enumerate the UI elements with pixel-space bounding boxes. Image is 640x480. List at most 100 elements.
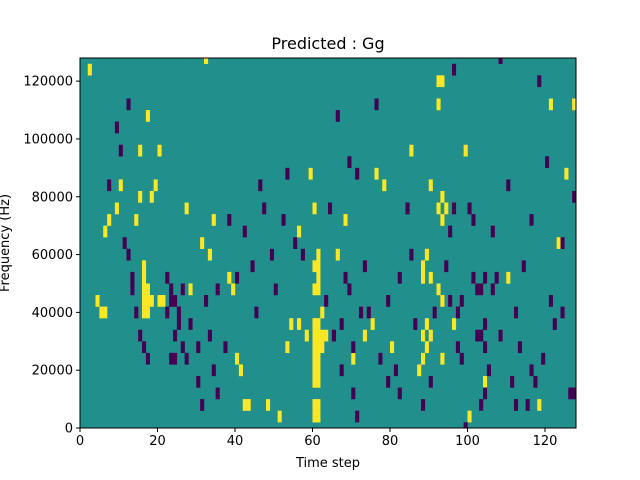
- low-value-cell: [471, 214, 476, 226]
- high-value-cell: [316, 410, 321, 423]
- low-value-cell: [479, 329, 484, 342]
- high-value-cell: [316, 399, 321, 411]
- y-tick-label: 120000: [23, 75, 73, 90]
- x-tick-label: 100: [455, 434, 480, 449]
- high-value-cell: [153, 179, 158, 192]
- low-value-cell: [483, 387, 488, 400]
- low-value-cell: [281, 214, 286, 226]
- low-value-cell: [165, 271, 170, 284]
- high-value-cell: [200, 237, 205, 249]
- low-value-cell: [130, 283, 135, 296]
- high-value-cell: [316, 260, 321, 273]
- low-value-cell: [184, 352, 189, 365]
- high-value-cell: [335, 248, 340, 261]
- low-value-cell: [529, 364, 534, 377]
- y-tick-label: 20000: [32, 364, 73, 379]
- low-value-cell: [467, 202, 472, 215]
- low-value-cell: [351, 387, 356, 400]
- low-value-cell: [188, 318, 193, 330]
- low-value-cell: [413, 318, 418, 330]
- high-value-cell: [316, 341, 321, 354]
- x-tick-label: 20: [149, 434, 166, 449]
- low-value-cell: [448, 225, 453, 238]
- heatmap-cells: [87, 58, 577, 429]
- high-value-cell: [297, 225, 302, 238]
- high-value-cell: [149, 190, 154, 203]
- low-value-cell: [223, 341, 228, 354]
- high-value-cell: [118, 179, 123, 192]
- low-value-cell: [293, 237, 298, 249]
- high-value-cell: [316, 318, 321, 330]
- y-tick-label: 0: [65, 422, 73, 437]
- high-value-cell: [548, 98, 553, 111]
- low-value-cell: [273, 283, 278, 296]
- high-value-cell: [207, 248, 212, 261]
- high-value-cell: [436, 98, 441, 111]
- low-value-cell: [211, 364, 216, 377]
- high-value-cell: [440, 190, 445, 203]
- high-value-cell: [440, 214, 445, 226]
- x-axis-label: Time step: [295, 456, 360, 471]
- high-value-cell: [95, 295, 100, 307]
- high-value-cell: [382, 179, 387, 192]
- low-value-cell: [459, 295, 464, 307]
- y-axis-label: Frequency (Hz): [0, 194, 13, 292]
- low-value-cell: [355, 410, 360, 423]
- high-value-cell: [424, 318, 429, 330]
- low-value-cell: [180, 341, 185, 354]
- chart-title: Predicted : Gg: [271, 34, 384, 53]
- high-value-cell: [142, 306, 147, 319]
- low-value-cell: [366, 306, 371, 319]
- high-value-cell: [316, 364, 321, 377]
- plot-background: [80, 58, 576, 428]
- low-value-cell: [498, 329, 503, 342]
- high-value-cell: [266, 399, 271, 411]
- low-value-cell: [386, 375, 391, 388]
- low-value-cell: [180, 283, 185, 296]
- low-value-cell: [339, 364, 344, 377]
- low-value-cell: [339, 318, 344, 330]
- low-value-cell: [359, 306, 364, 319]
- high-value-cell: [235, 352, 240, 365]
- high-value-cell: [238, 364, 243, 377]
- high-value-cell: [103, 225, 108, 238]
- high-value-cell: [370, 318, 375, 330]
- high-value-cell: [506, 271, 511, 284]
- y-tick-label: 100000: [23, 132, 73, 147]
- low-value-cell: [490, 283, 495, 296]
- low-value-cell: [242, 225, 247, 238]
- low-value-cell: [548, 295, 553, 307]
- high-value-cell: [312, 352, 317, 365]
- high-value-cell: [138, 144, 143, 157]
- low-value-cell: [568, 387, 573, 400]
- high-value-cell: [316, 271, 321, 284]
- low-value-cell: [533, 375, 538, 388]
- high-value-cell: [417, 364, 422, 377]
- high-value-cell: [142, 260, 147, 273]
- high-value-cell: [409, 144, 414, 157]
- high-value-cell: [142, 295, 147, 307]
- high-value-cell: [142, 271, 147, 284]
- low-value-cell: [521, 260, 526, 273]
- low-value-cell: [269, 248, 274, 261]
- high-value-cell: [297, 318, 302, 330]
- high-value-cell: [312, 341, 317, 354]
- low-value-cell: [254, 306, 259, 319]
- high-value-cell: [145, 295, 150, 307]
- low-value-cell: [479, 399, 484, 411]
- high-value-cell: [556, 237, 561, 249]
- low-value-cell: [444, 260, 449, 273]
- low-value-cell: [138, 329, 143, 342]
- y-tick-label: 40000: [32, 306, 73, 321]
- high-value-cell: [138, 190, 143, 203]
- low-value-cell: [347, 156, 352, 169]
- high-value-cell: [351, 352, 356, 365]
- low-value-cell: [130, 271, 135, 284]
- high-value-cell: [157, 144, 162, 157]
- high-value-cell: [312, 202, 317, 215]
- low-value-cell: [169, 295, 174, 307]
- low-value-cell: [250, 260, 255, 273]
- low-value-cell: [560, 306, 565, 319]
- high-value-cell: [316, 352, 321, 365]
- high-value-cell: [145, 110, 150, 122]
